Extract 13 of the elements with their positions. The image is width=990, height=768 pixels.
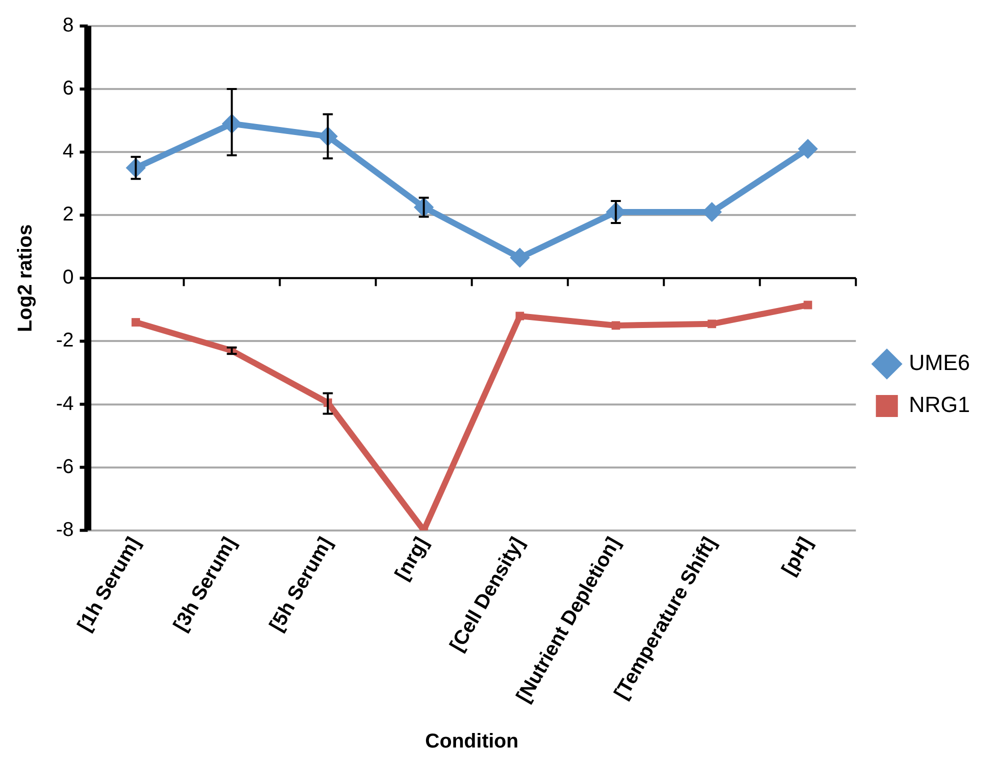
- y-tick-label: 2: [62, 204, 74, 226]
- y-tick-label: -2: [56, 330, 74, 352]
- y-tick-label: -8: [56, 518, 74, 541]
- y-tick-label: 0: [62, 266, 74, 289]
- y-tick-label: 6: [62, 78, 74, 100]
- x-axis-title: Condition: [425, 730, 518, 753]
- y-tick-label: -4: [56, 392, 74, 415]
- legend-label: UME6: [908, 350, 970, 376]
- y-tick-label: 4: [62, 140, 74, 163]
- y-tick-label: -6: [56, 456, 74, 478]
- y-axis-title: Log2 ratios: [14, 224, 37, 332]
- legend-label: NRG1: [908, 392, 970, 418]
- y-tick-label: 8: [62, 14, 74, 37]
